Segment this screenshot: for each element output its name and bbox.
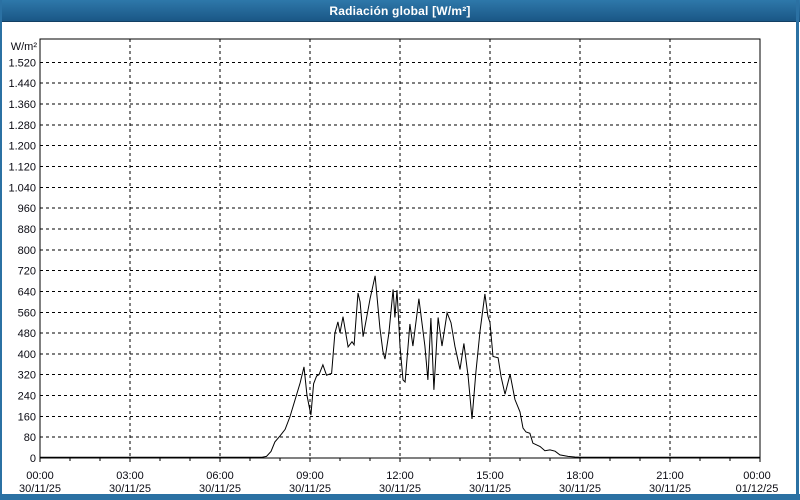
y-axis-label: 720 xyxy=(18,266,36,278)
window-bottom-border xyxy=(0,494,800,500)
y-axis-label: 480 xyxy=(18,328,36,340)
y-axis-label: 560 xyxy=(18,307,36,319)
x-axis-time-label: 18:00 xyxy=(566,470,594,482)
y-axis-label: 240 xyxy=(18,391,36,403)
x-axis-date-label: 01/12/25 xyxy=(736,483,779,495)
x-axis-date-label: 30/11/25 xyxy=(19,483,61,495)
window-title: Radiación global [W/m²] xyxy=(329,3,471,18)
x-axis-date-label: 30/11/25 xyxy=(379,483,421,495)
y-axis-label: 1.440 xyxy=(8,78,36,90)
window-right-border xyxy=(796,0,799,500)
x-axis-time-label: 15:00 xyxy=(476,470,504,482)
y-axis-label: 800 xyxy=(18,245,36,257)
window-titlebar: Radiación global [W/m²] xyxy=(0,0,800,22)
x-axis-time-label: 03:00 xyxy=(116,470,144,482)
y-axis-label: 1.200 xyxy=(8,141,36,153)
x-axis-date-label: 30/11/25 xyxy=(109,483,151,495)
x-axis-time-label: 06:00 xyxy=(206,470,234,482)
y-axis-unit-label: W/m² xyxy=(11,41,38,53)
y-axis-label: 0 xyxy=(30,453,36,465)
x-axis-date-label: 30/11/25 xyxy=(469,483,511,495)
y-axis-label: 400 xyxy=(18,349,36,361)
y-axis-label: 320 xyxy=(18,370,36,382)
y-axis-label: 960 xyxy=(18,203,36,215)
y-axis-label: 160 xyxy=(18,411,36,423)
x-axis-date-label: 30/11/25 xyxy=(649,483,691,495)
y-axis-label: 880 xyxy=(18,224,36,236)
radiation-series-line xyxy=(40,275,760,458)
y-axis-label: 1.280 xyxy=(8,120,36,132)
x-axis-time-label: 12:00 xyxy=(386,470,414,482)
y-axis-label: 1.040 xyxy=(8,182,36,194)
x-axis-date-label: 30/11/25 xyxy=(199,483,241,495)
y-axis-label: 1.520 xyxy=(8,57,36,69)
y-axis-label: 640 xyxy=(18,286,36,298)
plot-frame xyxy=(39,38,761,459)
y-axis-label: 1.120 xyxy=(8,162,36,174)
window-left-border xyxy=(0,0,2,500)
x-axis-time-label: 09:00 xyxy=(296,470,324,482)
x-axis-time-label: 21:00 xyxy=(656,470,684,482)
x-axis-date-label: 30/11/25 xyxy=(289,483,331,495)
x-axis-time-label: 00:00 xyxy=(743,470,771,482)
x-axis-date-label: 30/11/25 xyxy=(559,483,601,495)
x-axis-time-label: 00:00 xyxy=(26,470,54,482)
y-axis-label: 1.360 xyxy=(8,99,36,111)
y-axis-label: 80 xyxy=(24,432,36,444)
